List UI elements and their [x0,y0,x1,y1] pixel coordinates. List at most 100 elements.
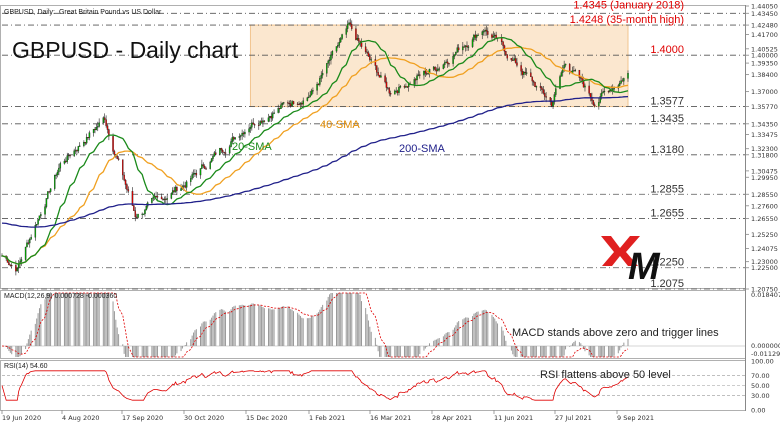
candle-body [127,189,130,192]
candle-body [413,79,415,85]
candle-body [541,87,543,90]
candle-body [463,46,465,48]
candle-body [215,152,217,155]
candle-body [165,198,167,200]
price-tick-label: 1.40000 [751,52,778,60]
candle-body [135,216,138,218]
candle-body [134,210,137,218]
candle-body [77,146,80,152]
x-tick-label: 4 Aug 2020 [62,414,100,422]
sma40-line [1,46,629,265]
candles-layer [1,18,629,276]
candle-body [514,58,517,63]
candle-body [298,104,300,106]
candle-body [563,64,565,69]
price-tick-label: 1.39350 [751,60,778,68]
macd-axis-label: 0.018407 [751,291,780,299]
candle-body [230,141,232,147]
candle-body [607,90,610,93]
price-tick-label: 1.32300 [751,145,778,153]
candle-body [427,73,429,75]
candle-body [30,237,32,240]
x-tick-label: 11 Jun 2021 [494,414,533,422]
candle-body [302,100,304,105]
level-label: 1.3435 [650,113,684,125]
candle-body [252,122,254,125]
candle-body [259,121,261,126]
macd-axis-label: 0.000000 [751,342,780,350]
level-label: 1.2075 [650,278,684,290]
candle-body [92,128,95,133]
level-label: 1.2250 [650,257,684,269]
candle-body [493,34,496,37]
macd-panel-frame [0,290,746,359]
candle-body [341,34,343,39]
candle-body [108,129,110,137]
candle-body [122,159,124,176]
candle-body [221,150,224,153]
candle-body [559,76,561,89]
candle-body [263,120,266,122]
candle-body [296,103,299,105]
candle-body [160,196,163,200]
x-tick-label: 1 Feb 2021 [309,414,345,422]
candle-body [312,90,314,92]
price-tick-label: 1.31800 [751,151,778,159]
candle-body [419,74,421,76]
x-tick-label: 15 Dec 2020 [246,414,288,422]
candle-body [395,90,397,92]
candle-body [487,31,489,35]
candle-body [103,117,106,120]
candle-body [258,124,260,126]
price-tick-label: 1.24075 [751,245,778,253]
levels-layer: 1.4345 (January 2018) 1.4248 (35-month hi… [2,0,745,290]
candle-body [299,103,302,105]
candle-body [582,81,585,88]
candle-body [124,179,127,185]
candle-body [78,145,81,147]
candle-body [417,74,420,76]
price-tick-label: 1.33475 [751,131,778,139]
candle-body [40,214,42,216]
candle-body [67,155,70,157]
candle-body [320,74,322,79]
candle-body [152,196,155,199]
candle-body [248,128,250,133]
sma20-annotation: 20-SMA [232,141,272,153]
candle-body [531,76,533,82]
candle-body [484,29,486,32]
candle-body [335,46,338,52]
level-label: 1.4000 [650,44,684,56]
time-axis: 19 Jun 2020 4 Aug 2020 17 Sep 2020 30 Oct 2… [1,410,654,422]
candle-body [542,89,545,94]
candle-body [273,112,275,114]
candle-body [416,75,418,81]
candle-body [432,66,435,70]
candle-body [388,88,391,94]
candle-body [98,122,100,127]
candle-body [106,125,109,130]
candle-body [84,141,87,144]
candle-body [357,38,360,42]
candle-body [524,71,527,74]
candle-body [364,46,367,53]
candle-body [584,85,586,88]
candle-body [141,213,143,215]
candle-body [151,198,153,203]
candle-body [270,116,273,119]
candle-body [406,86,409,88]
candle-body [474,34,477,38]
rsi-axis-label: 0.00 [751,407,765,415]
candle-body [17,263,20,269]
price-tick-label: 1.41700 [751,31,778,39]
candle-body [16,267,19,272]
candle-body [203,165,206,169]
candle-body [190,178,192,182]
price-tick-label: 1.20750 [751,286,778,294]
candle-body [370,59,372,61]
price-tick-label: 1.42480 [751,22,778,30]
candle-body [249,127,252,129]
candle-body [485,29,488,32]
candle-body [338,41,341,46]
candle-body [623,78,625,82]
